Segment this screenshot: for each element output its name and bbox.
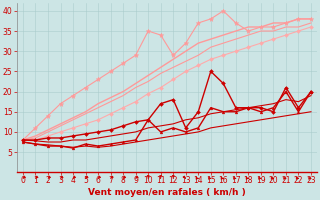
X-axis label: Vent moyen/en rafales ( km/h ): Vent moyen/en rafales ( km/h ) (88, 188, 246, 197)
